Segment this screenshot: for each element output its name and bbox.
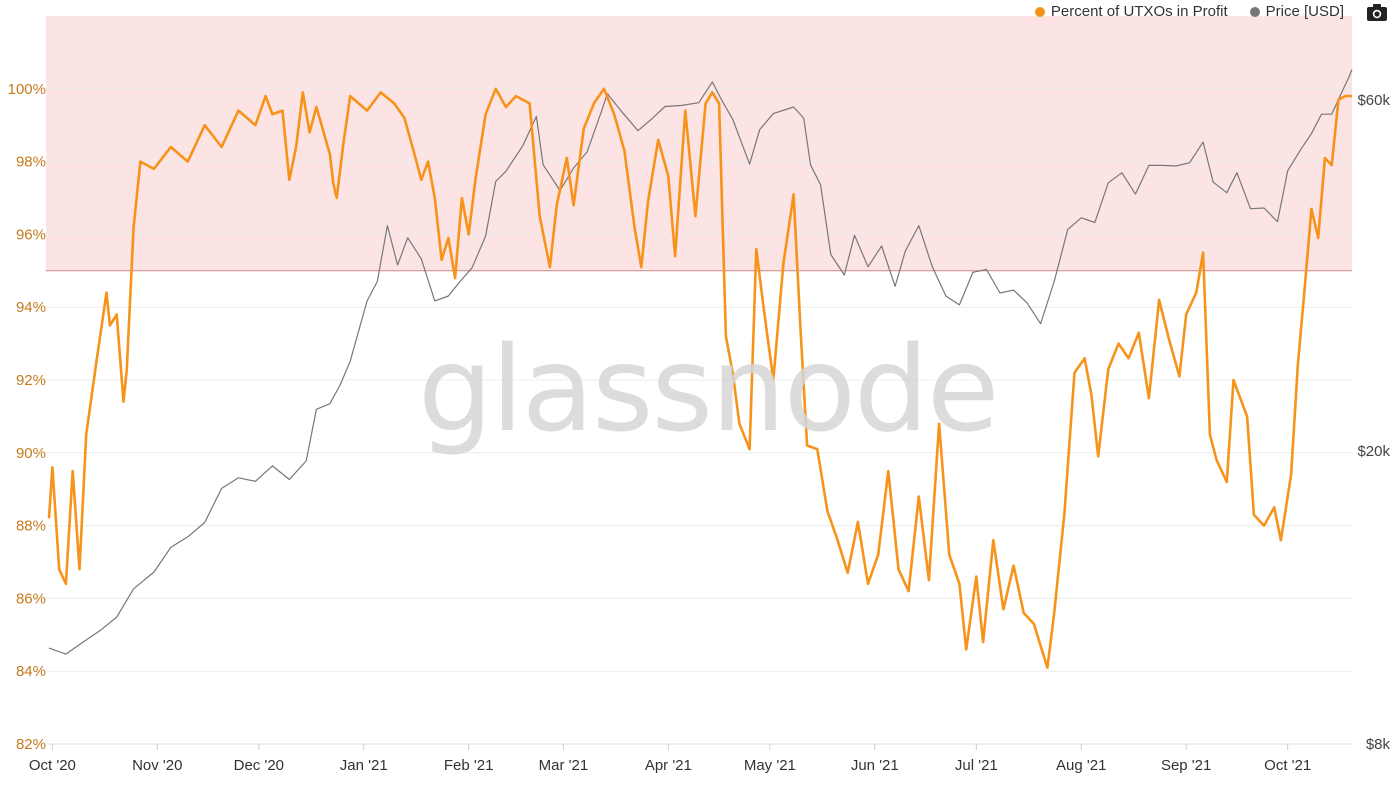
highlight-band xyxy=(46,16,1352,271)
y-right-tick-label: $60k xyxy=(1357,92,1390,109)
x-tick-label: Oct '20 xyxy=(29,757,76,774)
legend-item-price[interactable]: Price [USD] xyxy=(1249,3,1344,20)
y-right-tick-label: $20k xyxy=(1357,443,1390,460)
x-tick-label: May '21 xyxy=(744,757,796,774)
y-left-tick-label: 86% xyxy=(16,590,46,607)
x-tick-label: Dec '20 xyxy=(234,757,284,774)
y-left-tick-label: 96% xyxy=(16,226,46,243)
x-tick-label: Nov '20 xyxy=(132,757,182,774)
y-left-tick-label: 100% xyxy=(8,81,46,98)
y-left-tick-label: 94% xyxy=(16,299,46,316)
x-tick-label: Jun '21 xyxy=(851,757,899,774)
x-tick-label: Jan '21 xyxy=(340,757,388,774)
y-left-tick-label: 92% xyxy=(16,372,46,389)
profit-line xyxy=(47,87,1352,669)
y-right-tick-label: $8k xyxy=(1366,736,1391,753)
x-tick-label: Mar '21 xyxy=(539,757,589,774)
y-left-tick-label: 88% xyxy=(16,518,46,535)
y-left-tick-label: 82% xyxy=(16,736,46,753)
y-left-tick-label: 90% xyxy=(16,445,46,462)
camera-icon[interactable] xyxy=(1366,2,1388,22)
y-left-tick-label: 84% xyxy=(16,663,46,680)
legend-dot-price xyxy=(1249,6,1260,17)
legend-item-profit[interactable]: Percent of UTXOs in Profit xyxy=(1034,3,1228,20)
x-tick-label: Oct '21 xyxy=(1264,757,1311,774)
x-tick-label: Feb '21 xyxy=(444,757,494,774)
price-line xyxy=(48,69,1353,655)
x-tick-label: Sep '21 xyxy=(1161,757,1211,774)
legend: Percent of UTXOs in Profit Price [USD] xyxy=(1034,3,1344,20)
x-tick-label: Apr '21 xyxy=(645,757,692,774)
legend-label-profit: Percent of UTXOs in Profit xyxy=(1050,3,1228,20)
legend-label-price: Price [USD] xyxy=(1265,3,1344,20)
x-tick-label: Aug '21 xyxy=(1056,757,1106,774)
legend-dot-profit xyxy=(1034,6,1045,17)
x-tick-label: Jul '21 xyxy=(955,757,998,774)
y-left-tick-label: 98% xyxy=(16,154,46,171)
